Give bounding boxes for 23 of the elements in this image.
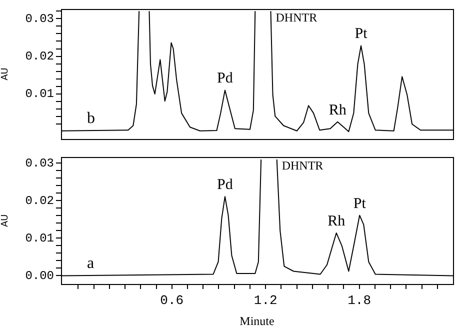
y-tick-label: 0.00	[25, 268, 54, 283]
y-tick-label: 0.01	[25, 87, 54, 102]
annotation: Rh	[328, 213, 346, 230]
y-tick-label: 0.02	[25, 194, 54, 208]
y-tick-label: 0.03	[25, 12, 54, 26]
annotation: Pt	[353, 196, 367, 212]
annotation: Pd	[217, 70, 234, 87]
annotation: Pd	[217, 177, 234, 194]
annotation: DHNTR	[282, 158, 324, 172]
annotation: a	[87, 255, 94, 272]
y-axis-title: AU	[0, 214, 11, 227]
x-tick-label: 1.8	[348, 293, 371, 308]
x-axis-title: Minute	[240, 314, 274, 328]
y-tick-label: 0.03	[25, 156, 54, 170]
y-tick-label: 0.01	[25, 231, 54, 246]
y-axis-title: AU	[0, 68, 11, 80]
annotation: b	[87, 110, 95, 128]
x-tick-label: 1.2	[254, 293, 278, 308]
annotation: DHNTR	[276, 10, 318, 24]
annotation: Pt	[354, 26, 368, 42]
annotation: Rh	[328, 102, 347, 118]
y-tick-label: 0.02	[25, 49, 54, 64]
x-tick-label: 0.6	[160, 293, 184, 308]
